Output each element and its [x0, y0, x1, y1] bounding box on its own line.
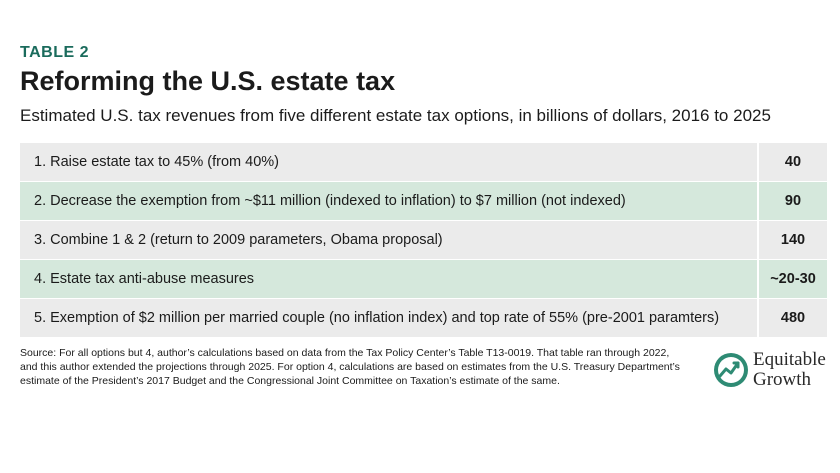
- table-row: 3. Combine 1 & 2 (return to 2009 paramet…: [20, 221, 827, 260]
- source-line: and this author extended the projections…: [20, 361, 680, 373]
- page-title: Reforming the U.S. estate tax: [20, 66, 396, 96]
- page-subtitle: Estimated U.S. tax revenues from five di…: [20, 106, 771, 125]
- row-description: 4. Estate tax anti-abuse measures: [34, 271, 255, 287]
- row-value: ~20-30: [757, 260, 827, 298]
- row-description: 3. Combine 1 & 2 (return to 2009 paramet…: [34, 232, 443, 248]
- row-value: 140: [757, 221, 827, 259]
- row-description: 2. Decrease the exemption from ~$11 mill…: [34, 193, 626, 209]
- row-value: 40: [757, 143, 827, 181]
- estate-tax-table: 1. Raise estate tax to 45% (from 40%) 40…: [20, 143, 827, 338]
- row-value: 90: [757, 182, 827, 220]
- table-row: 4. Estate tax anti-abuse measures ~20-30: [20, 260, 827, 299]
- equitable-growth-logo: Equitable Growth: [713, 350, 833, 394]
- table-row: 1. Raise estate tax to 45% (from 40%) 40: [20, 143, 827, 182]
- source-line: estimate of the President’s 2017 Budget …: [20, 375, 560, 387]
- row-description: 5. Exemption of $2 million per married c…: [34, 310, 720, 326]
- row-value: 480: [757, 299, 827, 337]
- row-description: 1. Raise estate tax to 45% (from 40%): [34, 154, 279, 170]
- table-row: 5. Exemption of $2 million per married c…: [20, 299, 827, 338]
- source-note: Source: For all options but 4, author’s …: [20, 346, 700, 388]
- equitable-growth-logo-icon: [714, 353, 748, 387]
- source-line: Source: For all options but 4, author’s …: [20, 347, 670, 359]
- logo-wordmark: Equitable Growth: [753, 349, 826, 390]
- table-row: 2. Decrease the exemption from ~$11 mill…: [20, 182, 827, 221]
- table-label: TABLE 2: [20, 44, 89, 61]
